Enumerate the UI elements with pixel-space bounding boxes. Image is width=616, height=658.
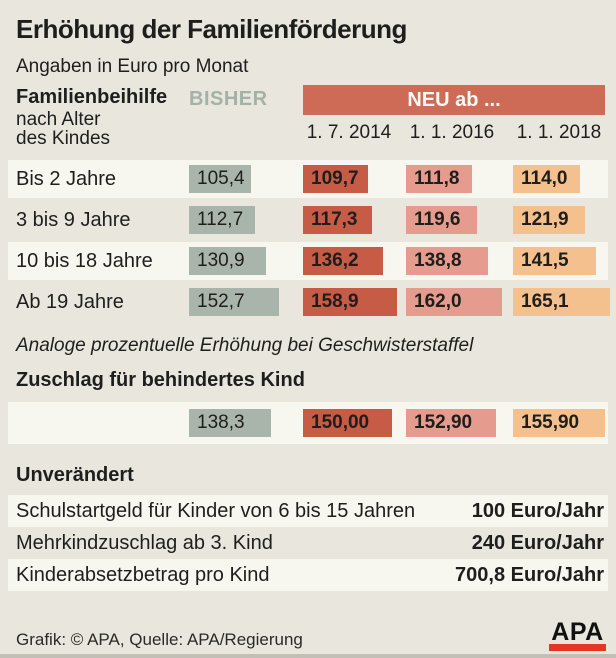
row-header-line3: des Kindes	[16, 128, 111, 149]
date-label-2016: 1. 1. 2016	[409, 122, 495, 143]
bar-neu-2016: 162,0	[406, 288, 502, 316]
bar-bisher: 130,9	[189, 247, 266, 275]
subtitle: Angaben in Euro pro Monat	[16, 56, 249, 77]
column-header-bisher: BISHER	[189, 88, 268, 110]
unchanged-label: Mehrkindzuschlag ab 3. Kind	[16, 532, 273, 554]
bar-neu-2014: 136,2	[303, 247, 383, 275]
row-label: 10 bis 18 Jahre	[16, 250, 153, 272]
bar-neu-2016: 152,90	[406, 409, 496, 437]
unchanged-label: Schulstartgeld für Kinder von 6 bis 15 J…	[16, 500, 416, 522]
bar-neu-2014: 117,3	[303, 206, 372, 234]
bar-neu-2016: 111,8	[406, 165, 472, 193]
unchanged-row: Mehrkindzuschlag ab 3. Kind 240 Euro/Jah…	[8, 527, 608, 559]
apa-logo-text: APA	[551, 618, 604, 646]
bar-neu-2016: 119,6	[406, 206, 477, 234]
table-row: Ab 19 Jahre 152,7 158,9 162,0 165,1	[8, 283, 610, 321]
bar-neu-2018: 121,9	[513, 206, 585, 234]
unchanged-value: 700,8 Euro/Jahr	[455, 564, 604, 586]
footer-credit: Grafik: © APA, Quelle: APA/Regierung	[16, 630, 303, 649]
bar-bisher: 152,7	[189, 288, 279, 316]
date-label-2014: 1. 7. 2014	[306, 122, 392, 143]
bar-neu-2014: 150,00	[303, 409, 392, 437]
bar-neu-2018: 114,0	[513, 165, 580, 193]
table-row: 3 bis 9 Jahre 112,7 117,3 119,6 121,9	[8, 201, 608, 239]
date-label-2018: 1. 1. 2018	[516, 122, 602, 143]
sibling-note: Analoge prozentuelle Erhöhung bei Geschw…	[16, 335, 474, 356]
bar-neu-2016: 138,8	[406, 247, 488, 275]
bottom-edge-line	[0, 654, 616, 658]
bar-bisher: 105,4	[189, 165, 251, 193]
bar-neu-2018: 141,5	[513, 247, 596, 275]
bar-bisher: 112,7	[189, 206, 255, 234]
unchanged-value: 100 Euro/Jahr	[471, 500, 604, 522]
row-label: Bis 2 Jahre	[16, 168, 117, 190]
row-header-line2: nach Alter	[16, 109, 101, 130]
unchanged-heading: Unverändert	[16, 464, 134, 486]
row-label: Ab 19 Jahre	[16, 291, 124, 313]
column-header-neu-bar: NEU ab ...	[303, 85, 605, 115]
table-row: 10 bis 18 Jahre 130,9 136,2 138,8 141,5	[8, 242, 608, 280]
bar-bisher: 138,3	[189, 409, 271, 437]
bar-neu-2014: 158,9	[303, 288, 397, 316]
apa-logo: APA	[549, 620, 606, 651]
table-row: Bis 2 Jahre 105,4 109,7 111,8 114,0	[8, 160, 608, 198]
bar-neu-2018: 155,90	[513, 409, 605, 437]
row-header-title: Familienbeihilfe	[16, 86, 168, 108]
bar-neu-2018: 165,1	[513, 288, 610, 316]
bar-neu-2014: 109,7	[303, 165, 368, 193]
page-title: Erhöhung der Familienförderung	[16, 14, 407, 44]
unchanged-value: 240 Euro/Jahr	[471, 532, 604, 554]
row-label: 3 bis 9 Jahre	[16, 209, 131, 231]
unchanged-row: Schulstartgeld für Kinder von 6 bis 15 J…	[8, 495, 608, 527]
unchanged-label: Kinderabsetzbetrag pro Kind	[16, 564, 270, 586]
apa-logo-red-bar	[549, 644, 606, 651]
zuschlag-heading: Zuschlag für behindertes Kind	[16, 369, 305, 391]
unchanged-row: Kinderabsetzbetrag pro Kind 700,8 Euro/J…	[8, 559, 608, 591]
zuschlag-row: 138,3 150,00 152,90 155,90	[8, 402, 608, 444]
